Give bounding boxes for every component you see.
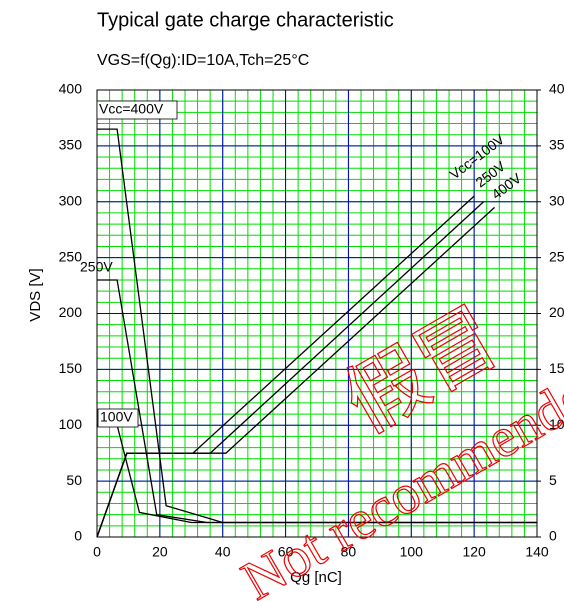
x-tick-label: 40 — [215, 544, 231, 560]
y-tick-label: 400 — [59, 81, 83, 97]
x-tick-label: 0 — [93, 544, 101, 560]
y-tick-label: 300 — [59, 192, 83, 208]
y2-tick-label: 20 — [549, 304, 564, 320]
x-tick-label: 140 — [525, 544, 549, 560]
curve-label: 100V — [100, 409, 133, 425]
x-tick-label: 120 — [462, 544, 486, 560]
label-box — [97, 408, 139, 428]
x-tick-label: 100 — [400, 544, 424, 560]
curve-label: 250V — [80, 259, 113, 275]
y2-tick-label: 5 — [549, 472, 557, 488]
curve-label: Vcc=400V — [99, 101, 164, 117]
chart-title: Typical gate charge characteristic — [97, 9, 394, 31]
y2-tick-label: 25 — [549, 248, 564, 264]
y-tick-label: 0 — [74, 528, 82, 544]
label-box — [96, 100, 178, 120]
y-tick-label: 150 — [59, 360, 83, 376]
y2-tick-label: 15 — [549, 360, 564, 376]
y-tick-label: 350 — [59, 137, 83, 153]
x-tick-label: 80 — [341, 544, 357, 560]
y-tick-label: 100 — [59, 416, 83, 432]
y-axis-label: VDS [V] — [27, 268, 44, 321]
y2-tick-label: 35 — [549, 137, 564, 153]
y-tick-label: 200 — [59, 304, 83, 320]
y2-tick-label: 0 — [549, 528, 557, 544]
x-tick-label: 60 — [278, 544, 294, 560]
x-tick-label: 20 — [152, 544, 168, 560]
data-line — [96, 206, 496, 538]
y2-tick-label: 10 — [549, 416, 564, 432]
y2-tick-label: 40 — [549, 81, 564, 97]
y-tick-label: 250 — [59, 248, 83, 264]
plot-frame — [96, 89, 538, 538]
x-axis-label: Qg [nC] — [290, 569, 342, 586]
y2-tick-label: 30 — [549, 192, 564, 208]
chart-subtitle: VGS=f(Qg):ID=10A,Tch=25°C — [97, 52, 309, 69]
y-tick-label: 50 — [66, 472, 82, 488]
